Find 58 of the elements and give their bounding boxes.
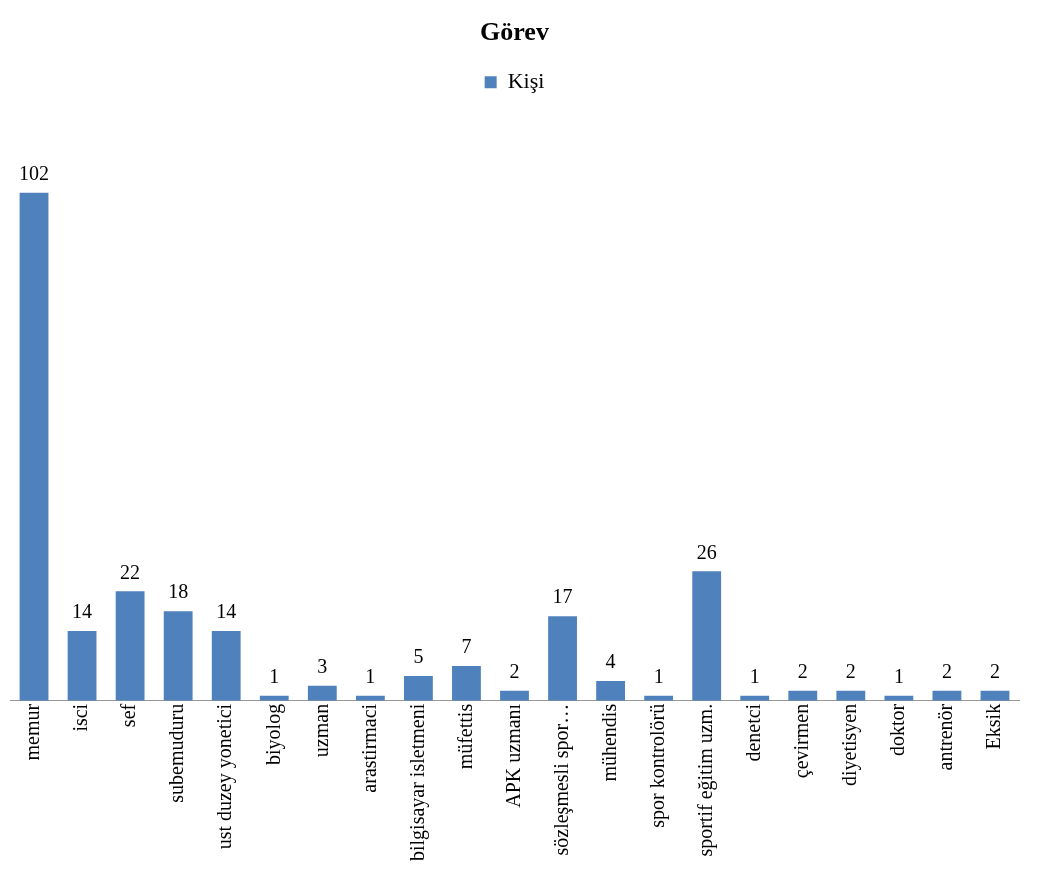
bar: [19, 192, 49, 701]
chart-title: Görev: [480, 17, 549, 47]
data-label: 2: [941, 660, 952, 683]
data-label: 1: [749, 665, 760, 688]
data-label: 18: [168, 580, 189, 603]
bar: [452, 665, 481, 701]
bar: [500, 690, 529, 701]
bar: [548, 616, 577, 701]
x-tick-label: antrenör: [934, 703, 957, 771]
x-tick-label: uzman: [309, 703, 332, 758]
bar: [307, 685, 337, 701]
x-tick-label: denetci: [741, 703, 764, 762]
data-label: 2: [797, 660, 808, 683]
bar: [788, 690, 818, 701]
bar: [163, 611, 193, 701]
x-tick-label: isci: [69, 703, 92, 732]
bar: [403, 675, 433, 701]
x-tick-label: APK uzmanı: [501, 703, 524, 808]
x-tick-label: çevirmen: [790, 703, 814, 779]
data-label: 1: [893, 665, 904, 688]
x-tick-label: bilgisayar isletmeni: [405, 703, 429, 861]
data-label: 102: [19, 162, 50, 185]
x-tick-label: diyetisyen: [838, 703, 862, 787]
bar: [596, 680, 626, 701]
data-label: 2: [509, 660, 520, 683]
data-label: 14: [216, 600, 237, 623]
data-label: 1: [365, 665, 376, 688]
x-tick-label: spor kontrolörü: [645, 703, 669, 828]
data-label: 1: [269, 665, 280, 688]
data-label: 14: [72, 600, 93, 623]
data-label: 22: [120, 560, 141, 583]
data-label: 17: [552, 585, 573, 608]
x-tick-label: Eksik: [982, 703, 1005, 750]
x-tick-label: ust duzey yonetici: [213, 703, 237, 850]
legend-label: Kişi: [507, 67, 545, 93]
data-label: 5: [413, 645, 424, 668]
x-tick-label: müfettis: [453, 703, 476, 770]
bar: [67, 631, 97, 701]
x-tick-label: mühendis: [597, 703, 620, 782]
x-tick-label: memur: [21, 703, 44, 761]
data-label: 2: [845, 660, 856, 683]
x-tick-label: sözleşmesli spor…: [549, 703, 573, 856]
bar: [115, 591, 145, 701]
data-label: 4: [605, 650, 616, 673]
bar: [211, 631, 241, 701]
x-tick-label: subemuduru: [165, 703, 188, 803]
x-tick-label: arastirmaci: [357, 703, 380, 793]
bar: [836, 690, 866, 701]
data-label: 2: [989, 660, 1000, 683]
data-label: 26: [696, 540, 717, 563]
x-tick-label: biyolog: [261, 703, 285, 765]
data-label: 1: [653, 665, 664, 688]
x-tick-label: sef: [117, 703, 140, 728]
data-label: 3: [317, 655, 328, 678]
bar: [692, 571, 722, 701]
x-tick-label: doktor: [886, 703, 909, 757]
x-tick-label: sportif eğitim uzm.: [693, 703, 717, 857]
data-label: 7: [461, 635, 472, 658]
